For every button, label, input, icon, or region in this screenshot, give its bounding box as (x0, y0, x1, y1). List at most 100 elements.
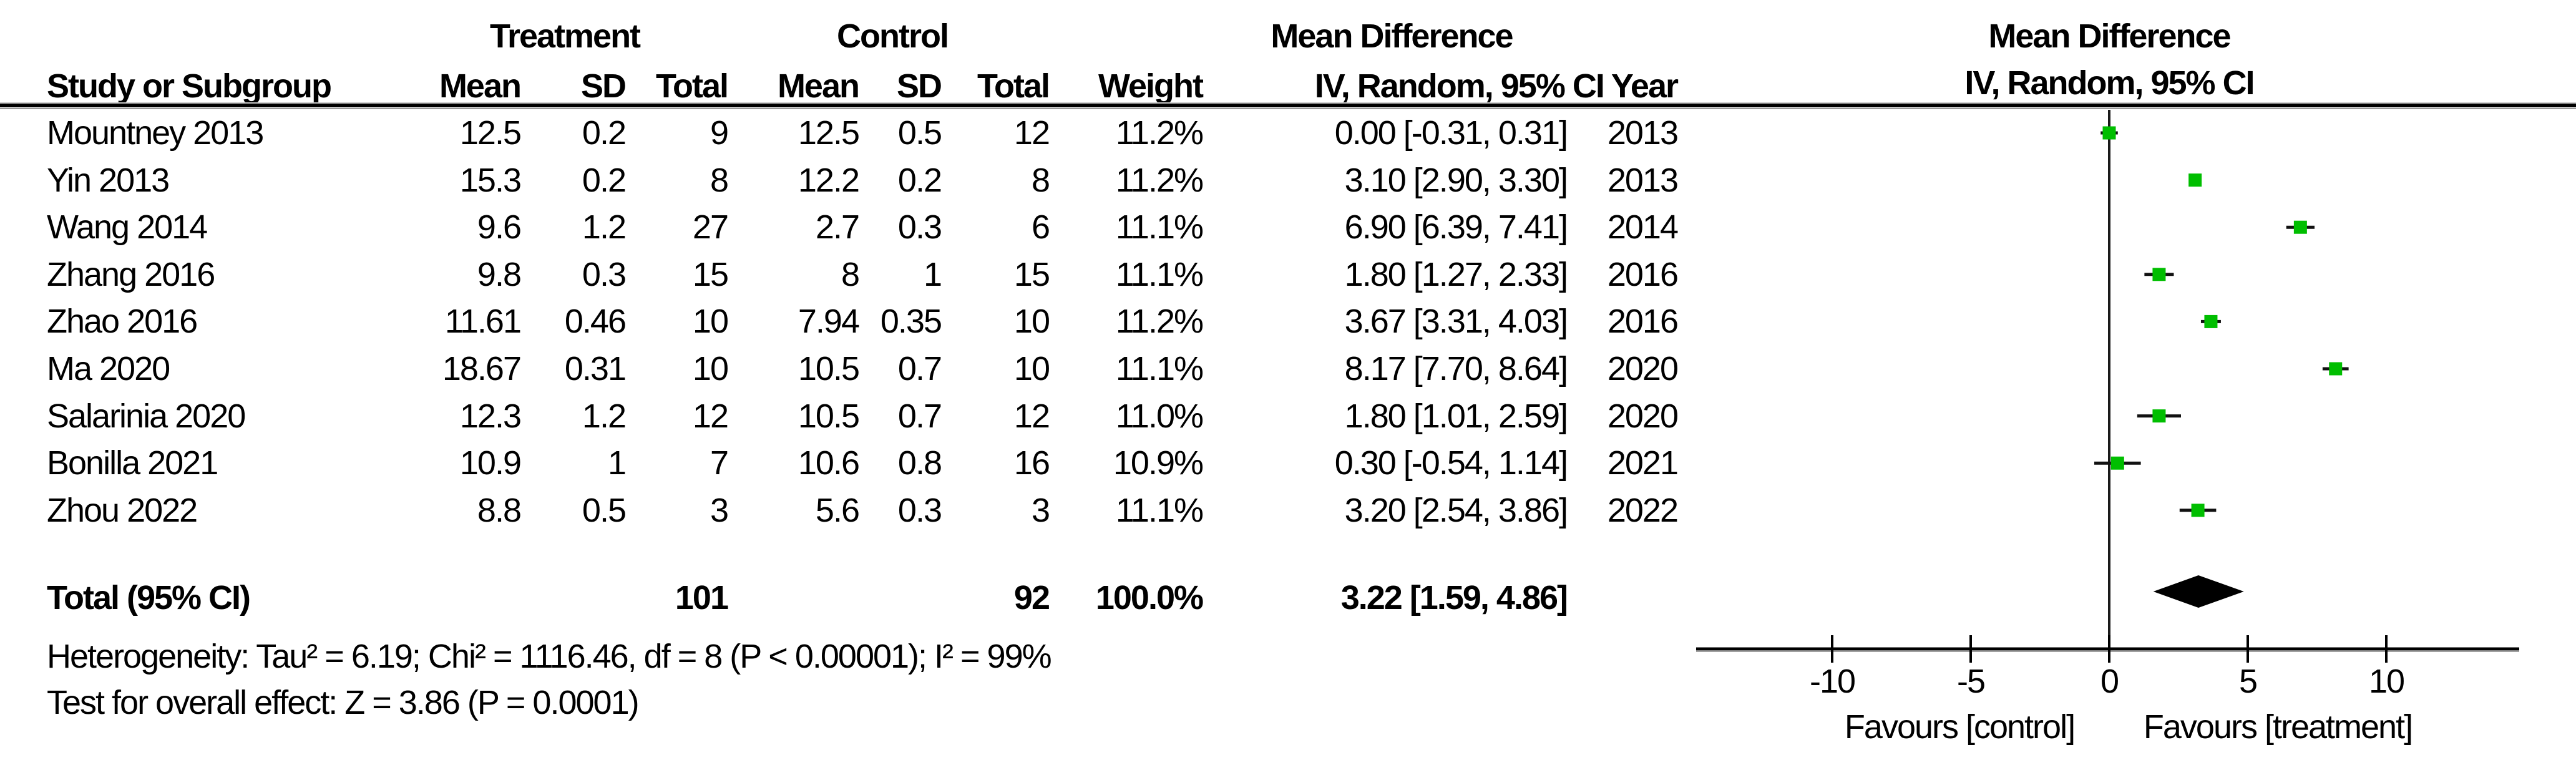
overall-effect-text: Test for overall effect: Z = 3.86 (P = 0… (47, 684, 640, 721)
control-sd: 0.5 (897, 114, 942, 152)
control-sd: 1 (923, 255, 942, 293)
col-header-treatment-sd: SD (580, 67, 627, 105)
weight: 11.2% (1115, 161, 1204, 199)
treatment-mean: 9.6 (477, 208, 522, 246)
study-label: Zhao 2016 (47, 303, 198, 341)
treatment-total: 12 (692, 397, 729, 435)
year: 2016 (1607, 255, 1679, 293)
total-ci-text: 3.22 [1.59, 4.86] (1340, 579, 1568, 616)
study-row: Zhou 2022 8.8 0.5 3 5.6 0.3 3 11.1% 3.20… (0, 487, 2576, 534)
total-treatment-n: 101 (675, 579, 729, 616)
header-rule-shadow (0, 108, 2576, 109)
control-mean: 2.7 (815, 208, 860, 246)
col-header-control-sd: SD (896, 67, 942, 105)
weight: 11.1% (1115, 491, 1204, 529)
treatment-mean: 12.3 (459, 397, 522, 435)
study-row: Mountney 2013 12.5 0.2 9 12.5 0.5 12 11.… (0, 109, 2576, 157)
treatment-sd: 0.3 (582, 255, 627, 293)
control-total: 12 (1013, 114, 1050, 152)
year: 2016 (1607, 303, 1679, 341)
year: 2020 (1607, 397, 1679, 435)
treatment-sd: 1.2 (582, 397, 627, 435)
favours-control-label: Favours [control] (1845, 708, 2074, 746)
header-rule (0, 104, 2576, 107)
treatment-sd: 0.2 (582, 114, 627, 152)
year: 2014 (1607, 208, 1679, 246)
study-label: Wang 2014 (47, 208, 208, 246)
favours-treatment-label: Favours [treatment] (2144, 708, 2412, 746)
study-row: Wang 2014 9.6 1.2 27 2.7 0.3 6 11.1% 6.9… (0, 203, 2576, 251)
control-sd: 0.35 (880, 303, 942, 341)
ci-text: 1.80 [1.27, 2.33] (1344, 255, 1568, 293)
control-sd: 0.8 (897, 444, 942, 482)
treatment-total: 10 (692, 350, 729, 387)
total-control-n: 92 (1013, 579, 1050, 616)
control-total: 6 (1031, 208, 1050, 246)
ci-text: 0.30 [-0.54, 1.14] (1334, 444, 1568, 482)
control-sd: 0.3 (897, 491, 942, 529)
weight: 11.0% (1115, 397, 1204, 435)
weight: 10.9% (1113, 444, 1204, 482)
control-total: 10 (1013, 350, 1050, 387)
treatment-sd: 0.5 (582, 491, 627, 529)
study-label: Ma 2020 (47, 350, 170, 387)
ci-text: 3.20 [2.54, 3.86] (1344, 491, 1568, 529)
col-header-treatment-mean: Mean (439, 67, 522, 105)
treatment-sd: 1.2 (582, 208, 627, 246)
x-axis-tick-label: -5 (1957, 663, 1984, 700)
study-label: Mountney 2013 (47, 114, 264, 152)
control-total: 8 (1031, 161, 1050, 199)
ci-text: 3.67 [3.31, 4.03] (1344, 303, 1568, 341)
year: 2020 (1607, 350, 1679, 387)
control-mean: 5.6 (815, 491, 860, 529)
x-axis-tick-label: 5 (2239, 663, 2256, 700)
control-mean: 12.5 (798, 114, 860, 152)
study-label: Bonilla 2021 (47, 444, 218, 482)
control-mean: 10.5 (798, 397, 860, 435)
plot-header-iv-random-ci: IV, Random, 95% CI (1964, 64, 2255, 102)
col-header-study: Study or Subgroup (47, 67, 332, 105)
ci-text: 8.17 [7.70, 8.64] (1344, 350, 1568, 387)
treatment-sd: 0.2 (582, 161, 627, 199)
group-header-control: Control (837, 17, 949, 55)
treatment-total: 7 (710, 444, 729, 482)
study-label: Yin 2013 (47, 161, 170, 199)
study-label: Zhang 2016 (47, 255, 215, 293)
study-row: Bonilla 2021 10.9 1 7 10.6 0.8 16 10.9% … (0, 439, 2576, 487)
control-mean: 12.2 (798, 161, 860, 199)
study-row: Ma 2020 18.67 0.31 10 10.5 0.7 10 11.1% … (0, 345, 2576, 392)
col-header-iv-year: IV, Random, 95% CI Year (1314, 67, 1679, 105)
treatment-total: 3 (710, 491, 729, 529)
control-total: 3 (1031, 491, 1050, 529)
col-header-weight: Weight (1098, 67, 1204, 105)
year: 2021 (1607, 444, 1679, 482)
treatment-total: 9 (710, 114, 729, 152)
treatment-mean: 9.8 (477, 255, 522, 293)
year: 2013 (1607, 161, 1679, 199)
control-sd: 0.2 (897, 161, 942, 199)
study-row: Yin 2013 15.3 0.2 8 12.2 0.2 8 11.2% 3.1… (0, 157, 2576, 204)
treatment-mean: 8.8 (477, 491, 522, 529)
year: 2022 (1607, 491, 1679, 529)
treatment-sd: 1 (607, 444, 627, 482)
control-sd: 0.3 (897, 208, 942, 246)
col-header-control-mean: Mean (777, 67, 860, 105)
weight: 11.2% (1115, 114, 1204, 152)
treatment-mean: 15.3 (459, 161, 522, 199)
treatment-mean: 12.5 (459, 114, 522, 152)
control-mean: 8 (841, 255, 860, 293)
weight: 11.1% (1115, 255, 1204, 293)
col-header-treatment-total: Total (656, 67, 729, 105)
group-header-mean-difference: Mean Difference (1271, 17, 1513, 55)
weight: 11.2% (1115, 303, 1204, 341)
x-axis-tick-label: -10 (1810, 663, 1855, 700)
treatment-sd: 0.31 (564, 350, 627, 387)
treatment-total: 15 (692, 255, 729, 293)
col-header-control-total: Total (977, 67, 1050, 105)
treatment-total: 8 (710, 161, 729, 199)
control-sd: 0.7 (897, 397, 942, 435)
total-weight: 100.0% (1095, 579, 1204, 616)
x-axis-tick-label: 0 (2100, 663, 2118, 700)
control-mean: 7.94 (798, 303, 860, 341)
